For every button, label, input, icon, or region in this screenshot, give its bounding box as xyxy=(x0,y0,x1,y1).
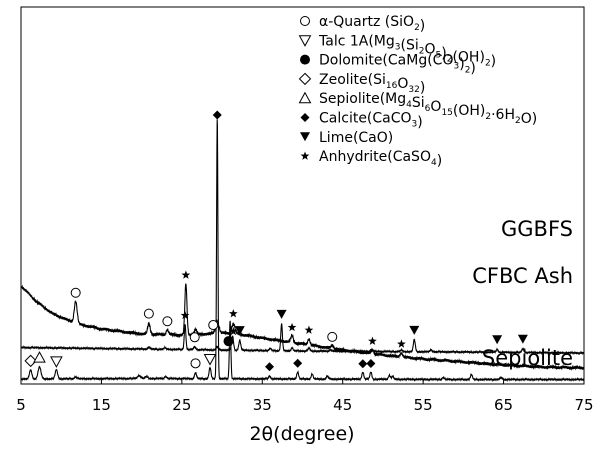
series-trace-2 xyxy=(20,119,585,383)
peak-marker-circle-filled xyxy=(223,336,234,347)
legend-symbol xyxy=(298,72,312,86)
series-label: GGBFS xyxy=(501,217,573,241)
legend-label: Dolomite(CaMg(CO3)2) xyxy=(319,53,476,77)
x-tick-label: 35 xyxy=(253,396,272,414)
peak-marker-circle-open xyxy=(143,308,154,319)
peak-marker-triangle-down-filled xyxy=(276,309,287,319)
legend-entry: α-Quartz (SiO2) xyxy=(300,14,425,34)
series-label: CFBC Ash xyxy=(472,264,573,288)
peak-marker-circle-open xyxy=(189,332,200,343)
peak-marker-star xyxy=(287,322,297,332)
peak-marker-circle-open xyxy=(190,358,201,369)
peak-marker-circle-open xyxy=(162,316,173,327)
peak-marker-star xyxy=(368,336,377,345)
peak-marker-circle-open xyxy=(70,287,81,298)
peak-marker-diamond-filled xyxy=(293,358,303,368)
peak-marker-star xyxy=(228,326,238,336)
peak-marker-circle-open xyxy=(327,331,338,342)
peak-marker-diamond-filled xyxy=(366,358,376,368)
peak-marker-star xyxy=(181,270,191,279)
peak-marker-diamond-filled xyxy=(358,359,368,369)
peak-marker-triangle-down-filled xyxy=(409,325,420,335)
peak-marker-star xyxy=(228,309,238,318)
legend-label: α-Quartz (SiO2) xyxy=(319,14,425,34)
legend-symbol xyxy=(300,151,310,160)
legend: α-Quartz (SiO2)Talc 1A(Mg3(Si2O5)2(OH)2)… xyxy=(298,14,537,169)
x-tick-label: 75 xyxy=(574,396,593,414)
marker-layer xyxy=(24,110,528,372)
peak-marker-triangle-down-open xyxy=(50,356,63,368)
x-tick-label: 25 xyxy=(172,396,191,414)
legend-symbol xyxy=(300,132,310,142)
peak-marker-triangle-down-filled xyxy=(234,326,245,336)
legend-symbol xyxy=(298,35,312,47)
series-label: Sepiolite xyxy=(482,346,573,370)
legend-entry: Dolomite(CaMg(CO3)2) xyxy=(300,53,476,77)
peak-marker-circle-open xyxy=(208,320,219,331)
legend-entry: Lime(CaO) xyxy=(300,130,393,146)
peak-marker-diamond-open xyxy=(24,354,37,368)
x-tick-label: 15 xyxy=(92,396,111,414)
legend-symbol xyxy=(298,91,312,104)
legend-symbol xyxy=(300,16,310,26)
series-trace-0 xyxy=(20,283,585,371)
legend-label: Zeolite(Si16O32) xyxy=(319,72,425,96)
peak-marker-triangle-down-filled xyxy=(517,334,528,344)
legend-label: Anhydrite(CaSO4) xyxy=(319,149,442,169)
legend-symbol xyxy=(300,113,310,122)
legend-label: Sepiolite(Mg4Si6O15(OH)2·6H2O) xyxy=(319,91,537,127)
legend-entry: Zeolite(Si16O32) xyxy=(298,72,425,96)
tick-layer: 5 15 25 35 45 55 65 75 xyxy=(16,379,594,414)
series-label-layer: GGBFS CFBC Ash Sepiolite xyxy=(472,217,573,370)
legend-label: Talc 1A(Mg3(Si2O5)2(OH)2) xyxy=(318,33,496,69)
peak-marker-diamond-filled xyxy=(212,110,222,120)
peak-marker-diamond-filled xyxy=(265,362,275,372)
series-trace-1 xyxy=(20,323,585,356)
peak-marker-star xyxy=(397,339,406,348)
x-tick-label: 5 xyxy=(16,396,26,414)
legend-label: Calcite(CaCO3) xyxy=(319,111,423,131)
peak-marker-triangle-down-open xyxy=(203,354,217,366)
x-tick-label: 45 xyxy=(333,396,352,414)
legend-entry: Talc 1A(Mg3(Si2O5)2(OH)2) xyxy=(298,33,496,69)
legend-entry: Anhydrite(CaSO4) xyxy=(300,149,442,169)
peak-marker-star xyxy=(304,325,314,334)
peak-marker-star xyxy=(180,310,190,320)
x-tick-label: 65 xyxy=(494,396,513,414)
legend-symbol xyxy=(300,54,310,65)
peak-marker-triangle-up-open xyxy=(33,351,46,363)
legend-label: Lime(CaO) xyxy=(319,130,393,146)
series-layer xyxy=(20,119,585,383)
legend-entry: Calcite(CaCO3) xyxy=(300,111,423,131)
x-axis-title: 2θ(degree) xyxy=(249,423,354,445)
peak-marker-triangle-down-filled xyxy=(492,335,503,345)
legend-entry: Sepiolite(Mg4Si6O15(OH)2·6H2O) xyxy=(298,91,537,127)
plot-frame xyxy=(20,6,585,385)
x-tick-label: 55 xyxy=(414,396,433,414)
